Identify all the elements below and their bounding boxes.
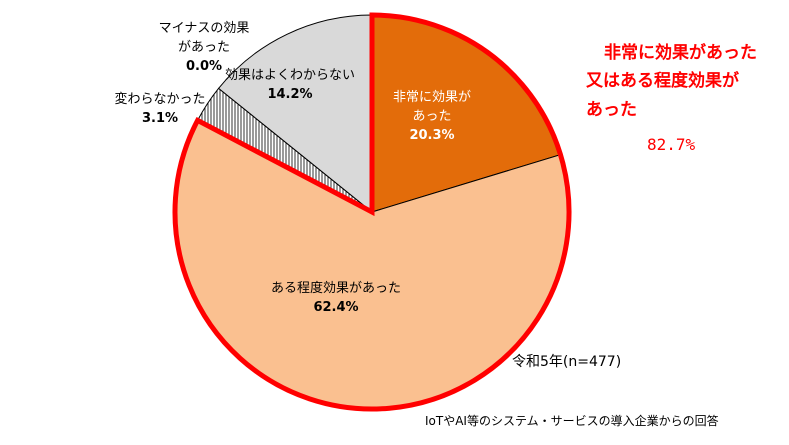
slice-labels: 非常に効果があった 20.3% ある程度効果があった 62.4% 変わらなかった 3.1%… [114, 21, 471, 315]
slice-value-label-2: 3.1% [142, 111, 178, 126]
slice-name-label-3: マイナスの効果 [159, 21, 250, 36]
slice-name-label-1: ある程度効果があった [271, 280, 401, 296]
slice-name-label-0: あった [412, 109, 451, 124]
sample-note: 令和5年(n=477) [512, 354, 621, 370]
source-note: IoTやAI等のシステム・サービスの導入企業からの回答 [425, 413, 719, 428]
callout: 非常に効果があった 又はある程度効果が あった 82.7% [586, 42, 757, 154]
callout-line-1: 非常に効果があった [604, 42, 757, 63]
slice-value-label-1: 62.4% [313, 300, 358, 315]
slice-name-label-4: 効果はよくわからない [225, 68, 355, 83]
slice-value-label-4: 14.2% [267, 87, 312, 102]
slice-value-label-0: 20.3% [409, 128, 454, 143]
pie-slice-4 [217, 14, 373, 214]
pie-slices [174, 14, 570, 410]
slice-value-label-3: 0.0% [186, 59, 222, 74]
slice-name-label-2: 変わらなかった [114, 91, 205, 107]
slice-name-label-0: 非常に効果が [393, 90, 471, 105]
callout-line-2: 又はある程度効果が [586, 70, 739, 91]
callout-line-3: あった [586, 100, 637, 120]
slice-name-label-3: があった [178, 40, 230, 55]
pie-highlight-outline [172, 12, 572, 412]
highlight-outline [172, 12, 572, 412]
callout-value: 82.7% [647, 135, 696, 154]
